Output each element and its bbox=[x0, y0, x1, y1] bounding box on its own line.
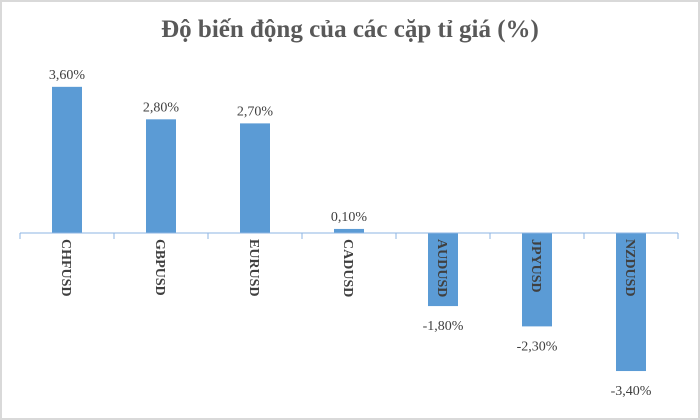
bar-cadusd bbox=[334, 228, 364, 233]
category-label: JPYUSD bbox=[528, 239, 543, 293]
data-label: 2,70% bbox=[237, 104, 274, 119]
category-label: CHFUSD bbox=[58, 239, 73, 297]
data-label: -3,40% bbox=[611, 384, 652, 399]
bar-jpyusd bbox=[522, 233, 552, 327]
category-label: GBPUSD bbox=[152, 239, 167, 296]
bar-gbpusd bbox=[146, 119, 176, 233]
category-label: AUDUSD bbox=[434, 239, 449, 297]
data-label: -2,30% bbox=[517, 339, 558, 354]
data-label: 2,80% bbox=[143, 100, 180, 115]
category-label: EURUSD bbox=[246, 239, 261, 297]
data-label: 3,60% bbox=[49, 68, 86, 83]
bar-chfusd bbox=[52, 86, 82, 233]
bar-nzdusd bbox=[616, 233, 646, 372]
chart-title: Độ biến động của các cặp tỉ giá (%) bbox=[161, 16, 539, 43]
category-label: NZDUSD bbox=[622, 239, 637, 297]
bar-eurusd bbox=[240, 123, 270, 233]
category-label: CADUSD bbox=[340, 239, 355, 297]
bar-audusd bbox=[428, 233, 458, 307]
data-label: -1,80% bbox=[423, 319, 464, 334]
data-label: 0,10% bbox=[331, 210, 368, 225]
